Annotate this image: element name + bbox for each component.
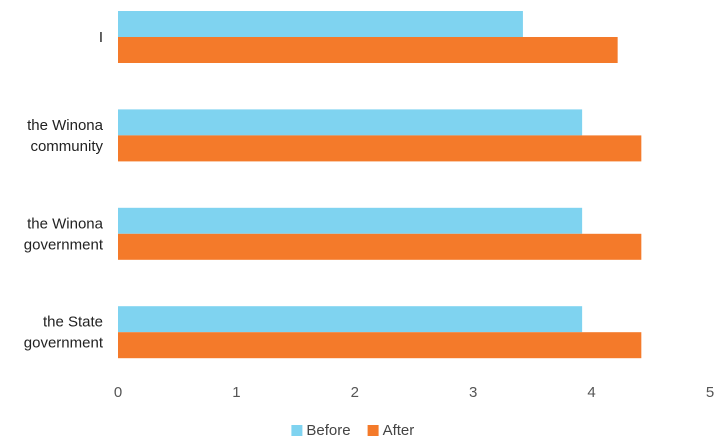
bar-after-the-winona-community [118, 135, 642, 162]
category-label-line: government [24, 335, 104, 352]
bar-after-the-state-government [118, 332, 642, 359]
category-label-line: government [24, 236, 104, 253]
x-tick-labels: 0 1 2 3 4 5 [114, 384, 714, 401]
legend-label-before: Before [306, 422, 350, 439]
category-label-line: the State [43, 314, 103, 331]
bar-before-the-state-government [118, 306, 583, 333]
bar-before-the-winona-government [118, 207, 583, 234]
bar-before-i [118, 11, 523, 37]
x-tick-label-3: 3 [469, 384, 477, 401]
category-label-the-winona-government: the Winona government [24, 215, 104, 253]
bars-layer [118, 11, 642, 359]
legend-item-before: Before [291, 422, 351, 439]
legend-swatch-after [367, 425, 379, 436]
legend-item-after: After [367, 422, 415, 439]
x-tick-label-4: 4 [587, 384, 595, 401]
category-label-line: the Winona [27, 117, 104, 134]
bar-before-the-winona-community [118, 109, 583, 136]
category-label-line: I [99, 29, 103, 46]
x-tick-label-5: 5 [706, 384, 714, 401]
x-tick-label-1: 1 [232, 384, 240, 401]
legend-label-after: After [383, 422, 415, 439]
x-tick-label-0: 0 [114, 384, 122, 401]
category-label-i: I [99, 29, 103, 46]
category-label-the-state-government: the State government [24, 314, 104, 352]
bar-after-i [118, 37, 618, 63]
category-label-the-winona-community: the Winona community [27, 117, 104, 155]
legend-swatch-before [291, 425, 303, 436]
category-label-line: the Winona [27, 215, 104, 232]
bar-after-the-winona-government [118, 233, 642, 260]
category-label-line: community [30, 138, 103, 155]
x-tick-label-2: 2 [351, 384, 359, 401]
legend: Before After [291, 422, 414, 439]
